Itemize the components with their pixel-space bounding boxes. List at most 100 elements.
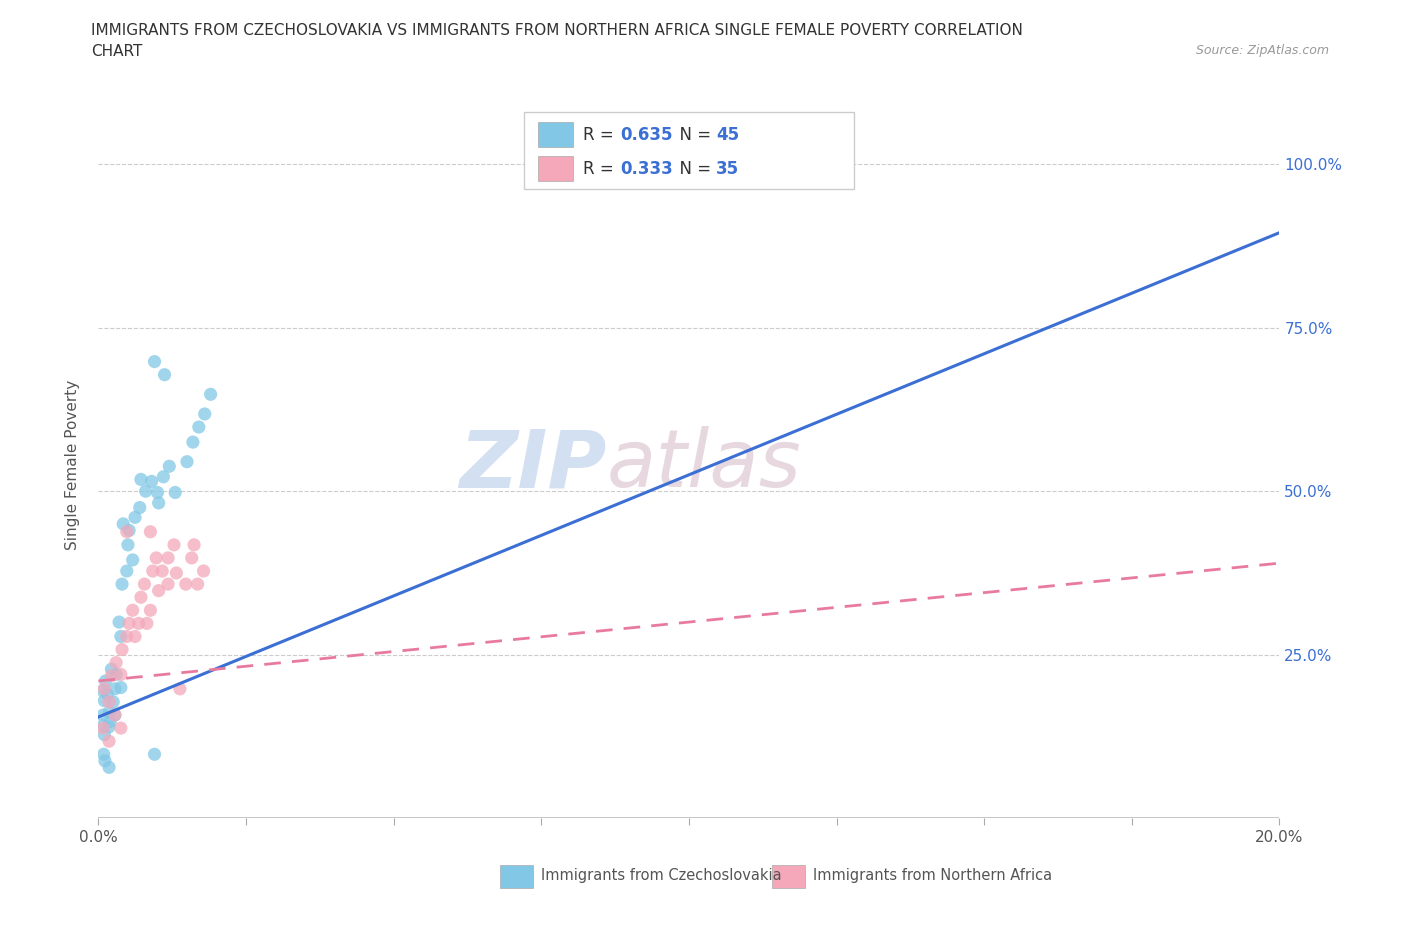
Point: [157, 577, 180, 591]
Point: [103, 695, 125, 710]
Point: [143, 354, 166, 369]
Point: [157, 551, 180, 565]
Text: 0.635: 0.635: [620, 126, 673, 144]
Text: Immigrants from Northern Africa: Immigrants from Northern Africa: [813, 868, 1052, 884]
Point: [146, 485, 169, 500]
Point: [187, 419, 209, 434]
Point: [134, 577, 156, 591]
Point: [139, 525, 162, 539]
Point: [148, 496, 170, 511]
Point: [117, 538, 139, 552]
Text: R =: R =: [582, 126, 619, 144]
FancyBboxPatch shape: [537, 122, 574, 147]
Text: 45: 45: [716, 126, 740, 144]
Point: [110, 667, 132, 682]
Point: [118, 616, 141, 631]
Text: 35: 35: [716, 160, 740, 178]
Text: 0.333: 0.333: [620, 160, 673, 178]
Point: [118, 523, 141, 538]
Point: [152, 470, 174, 485]
Point: [148, 583, 170, 598]
Text: N =: N =: [669, 160, 716, 178]
Point: [115, 564, 138, 578]
Point: [129, 472, 152, 486]
Point: [139, 603, 162, 618]
Text: R =: R =: [582, 160, 619, 178]
Point: [141, 474, 163, 489]
Point: [176, 454, 198, 469]
Point: [111, 577, 134, 591]
Point: [93, 747, 115, 762]
Point: [110, 680, 132, 695]
Point: [181, 434, 204, 449]
Point: [143, 747, 166, 762]
Point: [187, 577, 209, 591]
Point: [200, 387, 222, 402]
Point: [153, 367, 176, 382]
Point: [104, 708, 127, 723]
FancyBboxPatch shape: [772, 865, 804, 887]
Point: [110, 721, 132, 736]
Point: [91, 708, 114, 723]
Text: ZIP: ZIP: [458, 426, 606, 504]
Point: [180, 551, 202, 565]
Point: [98, 705, 121, 720]
Point: [169, 682, 191, 697]
Point: [121, 552, 143, 567]
Point: [129, 590, 152, 604]
Text: Source: ZipAtlas.com: Source: ZipAtlas.com: [1195, 44, 1329, 57]
Point: [128, 616, 150, 631]
Point: [163, 538, 186, 552]
Point: [98, 695, 121, 710]
Y-axis label: Single Female Poverty: Single Female Poverty: [65, 379, 80, 551]
Point: [93, 693, 115, 708]
Point: [115, 525, 138, 539]
Point: [93, 682, 115, 697]
Point: [104, 708, 127, 723]
Point: [157, 458, 180, 473]
Point: [100, 662, 122, 677]
Point: [112, 516, 135, 531]
Point: [115, 629, 138, 644]
Point: [124, 510, 146, 525]
Point: [108, 615, 131, 630]
Text: atlas: atlas: [606, 426, 801, 504]
Text: Immigrants from Czechoslovakia: Immigrants from Czechoslovakia: [541, 868, 782, 884]
Point: [105, 667, 128, 682]
Point: [104, 682, 127, 697]
Point: [91, 684, 114, 698]
Point: [94, 673, 117, 688]
Point: [98, 734, 121, 749]
Point: [110, 629, 132, 644]
FancyBboxPatch shape: [523, 112, 855, 190]
Point: [183, 538, 205, 552]
Point: [111, 642, 134, 657]
Point: [165, 565, 187, 580]
Point: [121, 603, 143, 618]
Point: [174, 577, 197, 591]
Point: [93, 727, 115, 742]
Point: [194, 406, 217, 421]
Point: [105, 656, 128, 671]
Point: [96, 686, 118, 701]
Point: [91, 721, 114, 736]
Point: [91, 718, 114, 733]
Point: [98, 760, 121, 775]
Point: [135, 616, 157, 631]
Text: N =: N =: [669, 126, 716, 144]
Point: [124, 629, 146, 644]
Text: CHART: CHART: [91, 44, 143, 59]
FancyBboxPatch shape: [537, 156, 574, 180]
Point: [100, 669, 122, 684]
Point: [98, 719, 121, 734]
Point: [165, 485, 187, 500]
Point: [193, 564, 215, 578]
FancyBboxPatch shape: [501, 865, 533, 887]
Point: [135, 484, 157, 498]
Point: [142, 564, 165, 578]
Point: [145, 551, 167, 565]
Point: [98, 714, 121, 729]
Point: [94, 753, 117, 768]
Point: [128, 500, 150, 515]
Point: [150, 564, 173, 578]
